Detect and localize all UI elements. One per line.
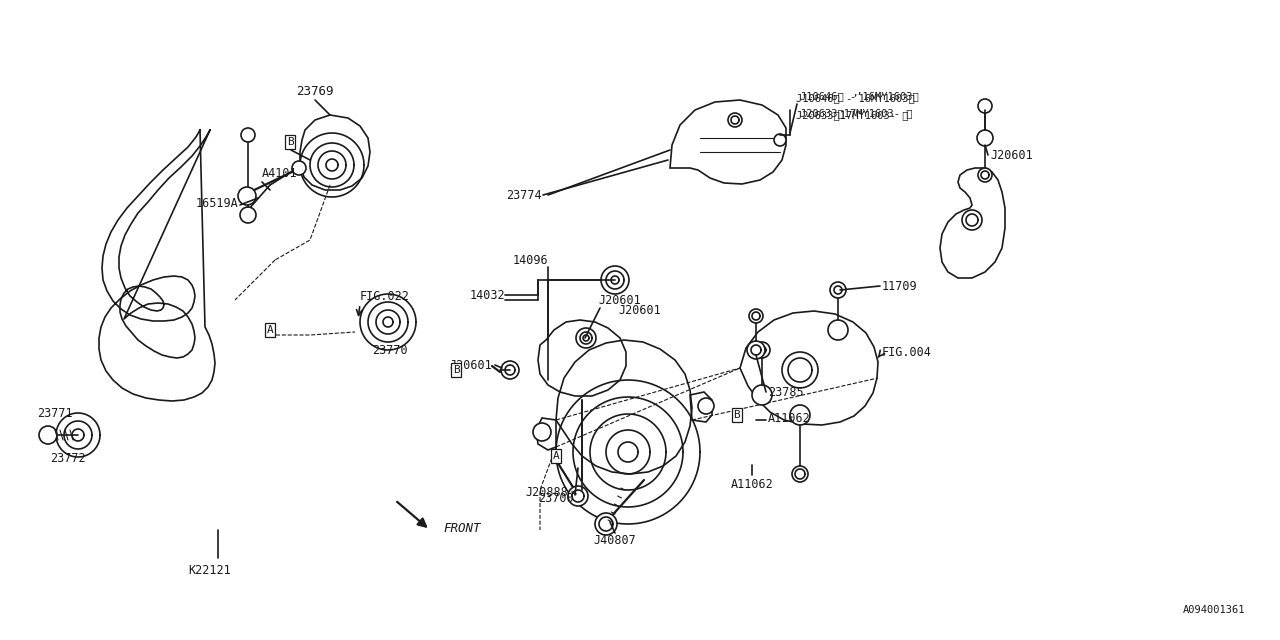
Circle shape [241, 128, 255, 142]
Circle shape [753, 385, 772, 405]
Text: B: B [733, 410, 740, 420]
Text: FIG.004: FIG.004 [882, 346, 932, 358]
Text: J20633（17MY1603- ）: J20633（17MY1603- ） [800, 108, 913, 118]
Text: K22121: K22121 [188, 563, 232, 577]
Circle shape [977, 130, 993, 146]
Circle shape [576, 328, 596, 348]
Text: 23700: 23700 [539, 492, 573, 504]
Circle shape [532, 423, 550, 441]
Text: 16519A: 16519A [196, 196, 239, 209]
Circle shape [292, 161, 306, 175]
Circle shape [978, 99, 992, 113]
Circle shape [792, 466, 808, 482]
Circle shape [500, 361, 518, 379]
Text: J10646（ -’16MY1603）: J10646（ -’16MY1603） [800, 91, 919, 101]
Circle shape [790, 405, 810, 425]
Text: J20601: J20601 [599, 294, 641, 307]
Circle shape [754, 342, 771, 358]
Circle shape [774, 134, 786, 146]
Text: 23771: 23771 [37, 406, 73, 419]
Text: J10646（ -’16MY1603）: J10646（ -’16MY1603） [796, 93, 915, 103]
Text: 23774: 23774 [507, 189, 541, 202]
Circle shape [698, 398, 714, 414]
Circle shape [963, 210, 982, 230]
Text: 23769: 23769 [296, 84, 334, 97]
Circle shape [595, 513, 617, 535]
Text: A11062: A11062 [731, 477, 773, 490]
Circle shape [38, 426, 58, 444]
Circle shape [602, 266, 628, 294]
Text: A4101: A4101 [262, 166, 298, 179]
Text: J40807: J40807 [594, 534, 636, 547]
Text: J20601: J20601 [618, 303, 662, 317]
Text: B: B [287, 137, 293, 147]
Text: A: A [266, 325, 274, 335]
Circle shape [238, 187, 256, 205]
Text: A: A [553, 451, 559, 461]
Circle shape [978, 168, 992, 182]
Circle shape [568, 486, 588, 506]
Circle shape [829, 282, 846, 298]
Text: J20601: J20601 [449, 358, 492, 371]
Text: A094001361: A094001361 [1183, 605, 1245, 615]
Text: 11709: 11709 [882, 280, 918, 292]
Text: J20601: J20601 [989, 148, 1033, 161]
Circle shape [749, 309, 763, 323]
Circle shape [979, 132, 991, 144]
Text: 23770: 23770 [372, 344, 408, 356]
Text: FRONT: FRONT [443, 522, 480, 534]
Text: 14032: 14032 [470, 289, 506, 301]
Text: B: B [453, 365, 460, 375]
Circle shape [828, 320, 849, 340]
Circle shape [728, 113, 742, 127]
Text: J20888: J20888 [525, 486, 568, 499]
Text: FIG.022: FIG.022 [360, 289, 410, 303]
Circle shape [782, 352, 818, 388]
Text: 23772: 23772 [50, 451, 86, 465]
Circle shape [748, 341, 765, 359]
Circle shape [241, 207, 256, 223]
Text: J20633（17MY1603- ）: J20633（17MY1603- ） [796, 110, 909, 120]
Text: A11062: A11062 [768, 412, 810, 424]
Text: 14096: 14096 [512, 253, 548, 266]
Text: 23785: 23785 [768, 385, 804, 399]
